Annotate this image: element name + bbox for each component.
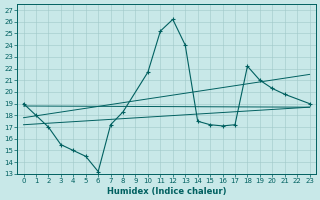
X-axis label: Humidex (Indice chaleur): Humidex (Indice chaleur) — [107, 187, 226, 196]
